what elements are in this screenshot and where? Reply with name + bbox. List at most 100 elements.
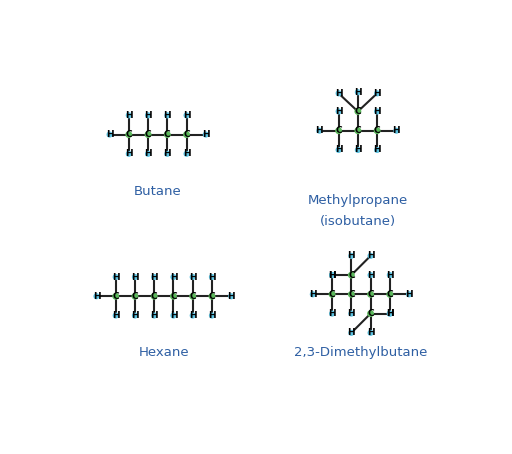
Circle shape [132,293,138,300]
Text: C: C [183,130,190,139]
Circle shape [354,127,361,134]
Text: H: H [367,328,374,337]
Text: H: H [367,252,374,260]
Circle shape [329,272,335,278]
Circle shape [164,131,171,138]
Circle shape [316,128,323,134]
Text: C: C [374,126,380,135]
Circle shape [387,291,393,298]
Circle shape [132,274,138,280]
Text: C: C [189,292,196,301]
Text: H: H [386,271,394,280]
Circle shape [183,151,189,157]
Text: H: H [151,272,158,281]
Circle shape [393,128,399,134]
Circle shape [348,311,354,317]
Text: H: H [328,271,336,280]
Circle shape [348,291,355,298]
Circle shape [387,311,393,317]
Circle shape [170,293,177,300]
Text: C: C [145,130,152,139]
Circle shape [335,127,342,134]
Circle shape [348,271,355,279]
Circle shape [106,132,113,138]
Text: C: C [151,292,158,301]
Text: H: H [183,149,190,158]
Circle shape [374,109,380,114]
Text: H: H [354,88,361,97]
Circle shape [209,312,215,319]
Text: C: C [355,126,361,135]
Text: H: H [309,290,316,299]
Text: H: H [183,111,190,120]
Text: H: H [208,311,216,320]
Text: H: H [189,311,197,320]
Text: H: H [335,89,343,98]
Text: H: H [189,272,197,281]
Text: H: H [328,271,336,280]
Text: H: H [163,149,171,158]
Text: H: H [144,111,152,120]
Circle shape [348,253,354,259]
Text: H: H [131,272,139,281]
Text: C: C [355,107,361,116]
Circle shape [355,89,361,95]
Circle shape [354,108,361,115]
Text: Methylpropane: Methylpropane [308,194,408,207]
Text: H: H [373,145,381,154]
Text: H: H [373,107,381,116]
Text: C: C [348,290,355,299]
Text: (isobutane): (isobutane) [320,215,396,228]
Text: H: H [208,272,216,281]
Text: 2,3-Dimethylbutane: 2,3-Dimethylbutane [294,346,428,359]
Circle shape [151,274,157,280]
Circle shape [209,274,215,280]
Text: H: H [328,309,336,318]
Text: H: H [93,292,100,301]
Text: H: H [386,309,394,318]
Circle shape [406,291,412,297]
Circle shape [164,151,170,157]
Circle shape [329,291,335,298]
Circle shape [228,293,234,299]
Circle shape [183,131,190,138]
Circle shape [189,274,196,280]
Circle shape [203,132,209,138]
Text: C: C [125,130,132,139]
Text: C: C [209,292,215,301]
Circle shape [145,112,151,118]
Circle shape [368,330,374,336]
Text: H: H [335,145,343,154]
Circle shape [335,90,342,96]
Circle shape [132,312,138,319]
Text: C: C [329,290,335,299]
Circle shape [329,311,335,317]
Text: C: C [132,292,138,301]
Circle shape [368,253,374,259]
Circle shape [189,293,196,300]
Circle shape [335,109,342,114]
Circle shape [387,311,393,317]
Circle shape [113,312,119,319]
Circle shape [125,131,132,138]
Text: H: H [106,130,113,139]
Circle shape [93,293,99,299]
Circle shape [348,330,354,336]
Circle shape [387,272,393,278]
Text: H: H [125,149,133,158]
Text: C: C [113,292,119,301]
Text: H: H [406,290,413,299]
Circle shape [170,274,177,280]
Text: H: H [367,271,374,280]
Text: C: C [170,292,177,301]
Circle shape [144,131,152,138]
Circle shape [335,147,342,153]
Text: H: H [315,126,323,135]
Circle shape [183,112,189,118]
Text: C: C [335,126,342,135]
Circle shape [368,272,374,278]
Circle shape [113,274,119,280]
Text: C: C [348,271,355,280]
Text: H: H [163,111,171,120]
Circle shape [151,312,157,319]
